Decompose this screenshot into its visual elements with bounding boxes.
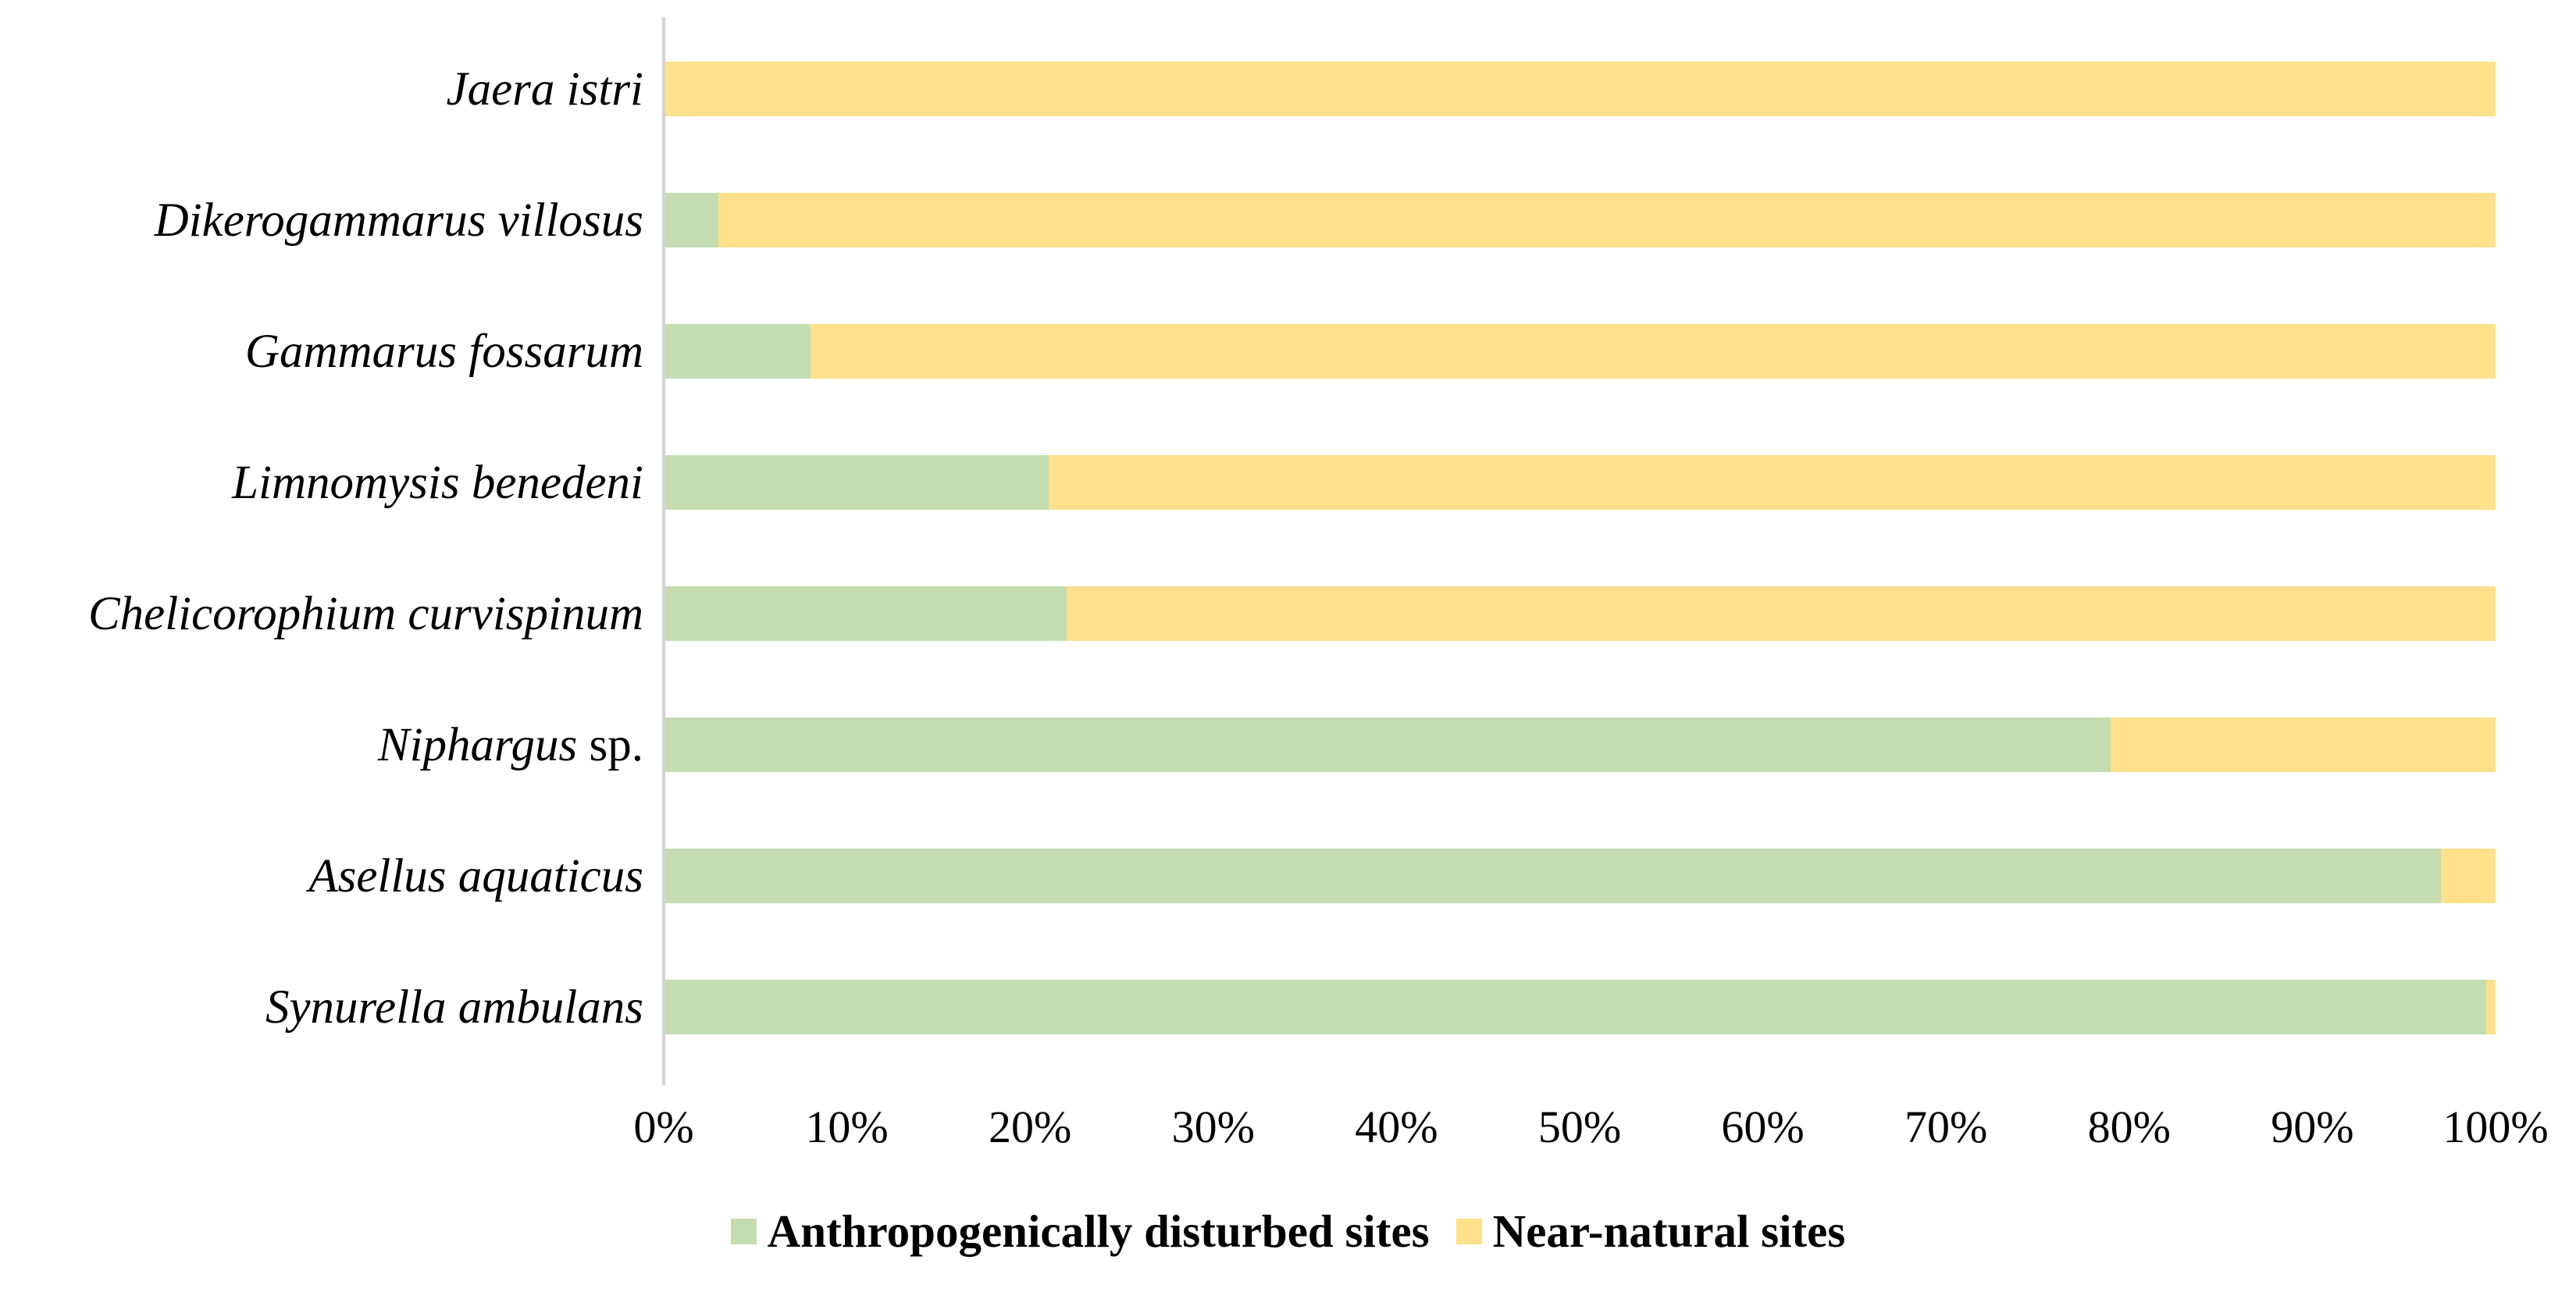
bar-track bbox=[664, 324, 2496, 379]
bar-segment-near-natural bbox=[664, 62, 2496, 116]
x-tick-label: 100% bbox=[2442, 1102, 2549, 1152]
y-axis-line bbox=[662, 17, 665, 1085]
bar-segment-disturbed bbox=[664, 324, 811, 379]
species-name-italic: Chelicorophium curvispinum bbox=[87, 587, 643, 640]
category-label: Niphargus sp. bbox=[0, 721, 664, 769]
legend-label: Near-natural sites bbox=[1492, 1205, 1846, 1257]
bar-segment-disturbed bbox=[664, 849, 2441, 903]
bar-segment-disturbed bbox=[664, 455, 1049, 510]
bar-row: Gammarus fossarum bbox=[0, 286, 2496, 417]
species-name-italic: Limnomysis benedeni bbox=[232, 456, 643, 509]
bar-segment-disturbed bbox=[664, 980, 2487, 1034]
species-name-italic: Jaera istri bbox=[446, 62, 643, 116]
category-label: Limnomysis benedeni bbox=[0, 459, 664, 507]
plot-area: Jaera istri Dikerogammarus villosus Gamm… bbox=[0, 17, 2496, 1085]
bar-segment-near-natural bbox=[2486, 980, 2496, 1034]
bar-track bbox=[664, 455, 2496, 510]
legend-item: Anthropogenically disturbed sites bbox=[730, 1205, 1430, 1257]
bar-segment-near-natural bbox=[1048, 455, 2496, 510]
bar-segment-near-natural bbox=[810, 324, 2496, 379]
category-label: Jaera istri bbox=[0, 66, 664, 113]
legend-marker-icon bbox=[730, 1218, 757, 1244]
bar-row: Synurella ambulans bbox=[0, 941, 2496, 1073]
bar-track bbox=[664, 586, 2496, 641]
x-tick-label: 40% bbox=[1355, 1102, 1438, 1152]
category-label: Gammarus fossarum bbox=[0, 328, 664, 375]
x-tick-label: 70% bbox=[1904, 1102, 1988, 1152]
bar-row: Limnomysis benedeni bbox=[0, 417, 2496, 548]
bar-row: Asellus aquaticus bbox=[0, 810, 2496, 941]
bar-segment-near-natural bbox=[2440, 849, 2496, 903]
bar-track bbox=[664, 980, 2496, 1034]
species-name-italic: Synurella ambulans bbox=[265, 981, 643, 1034]
bar-segment-near-natural bbox=[2111, 717, 2496, 772]
x-tick-label: 90% bbox=[2271, 1102, 2354, 1152]
x-tick-label: 20% bbox=[989, 1102, 1072, 1152]
x-tick-label: 80% bbox=[2087, 1102, 2171, 1152]
legend-marker-icon bbox=[1455, 1218, 1482, 1244]
bar-segment-disturbed bbox=[664, 193, 719, 247]
category-label: Synurella ambulans bbox=[0, 984, 664, 1031]
species-name-italic: Dikerogammarus villosus bbox=[154, 194, 643, 247]
legend-item: Near-natural sites bbox=[1455, 1205, 1846, 1257]
species-name-italic: Asellus aquaticus bbox=[308, 849, 643, 902]
category-label: Asellus aquaticus bbox=[0, 852, 664, 900]
species-name-roman: sp. bbox=[577, 718, 644, 771]
bar-segment-near-natural bbox=[1067, 586, 2496, 641]
bar-row: Dikerogammarus villosus bbox=[0, 155, 2496, 286]
bar-segment-disturbed bbox=[664, 717, 2111, 772]
x-tick-label: 0% bbox=[633, 1102, 694, 1152]
x-tick-label: 30% bbox=[1171, 1102, 1255, 1152]
bar-row: Chelicorophium curvispinum bbox=[0, 548, 2496, 679]
bar-row: Jaera istri bbox=[0, 23, 2496, 155]
bar-track bbox=[664, 849, 2496, 903]
category-label: Dikerogammarus villosus bbox=[0, 197, 664, 244]
bar-track bbox=[664, 717, 2496, 772]
x-tick-label: 50% bbox=[1537, 1102, 1622, 1152]
bar-track bbox=[664, 193, 2496, 247]
bar-row: Niphargus sp. bbox=[0, 679, 2496, 810]
species-name-italic: Gammarus fossarum bbox=[244, 325, 643, 378]
chart-legend: Anthropogenically disturbed sites Near-na… bbox=[0, 1206, 2576, 1257]
bar-rows: Jaera istri Dikerogammarus villosus Gamm… bbox=[0, 23, 2496, 1073]
x-tick-label: 10% bbox=[805, 1102, 889, 1152]
legend-label: Anthropogenically disturbed sites bbox=[767, 1205, 1430, 1257]
x-axis-tick-labels: 0% 10% 20% 30% 40% 50% 60% 70% 80% 90% 100% bbox=[633, 1102, 2548, 1173]
x-tick-label: 60% bbox=[1721, 1102, 1805, 1152]
bar-segment-disturbed bbox=[664, 586, 1067, 641]
species-name-italic: Niphargus bbox=[377, 718, 578, 771]
category-label: Chelicorophium curvispinum bbox=[0, 590, 664, 638]
bar-track bbox=[664, 62, 2496, 116]
bar-segment-near-natural bbox=[718, 193, 2496, 247]
